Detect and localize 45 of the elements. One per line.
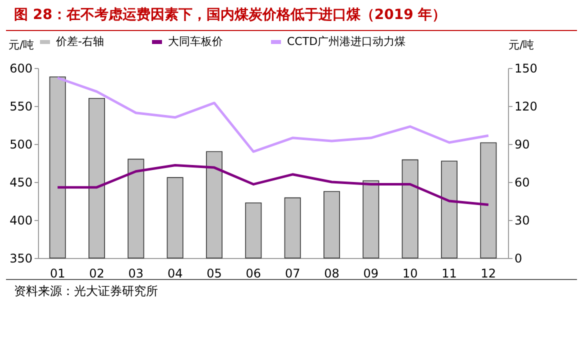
bar xyxy=(88,98,105,258)
y2-tick-label: 0 xyxy=(514,252,522,266)
x-tick-label: 12 xyxy=(480,266,496,280)
bar xyxy=(324,191,340,258)
y-tick-label: 450 xyxy=(10,176,32,190)
y2-tick-label: 120 xyxy=(514,100,538,114)
y-tick-label: 500 xyxy=(10,138,32,152)
bar xyxy=(284,197,301,258)
bar xyxy=(362,180,380,258)
x-tick-label: 02 xyxy=(89,266,104,280)
y-tick-label: 350 xyxy=(10,252,32,266)
legend-label: 价差-右轴 xyxy=(55,35,104,48)
y-axis-title: 元/吨 xyxy=(8,38,34,52)
bar xyxy=(441,160,458,258)
bar xyxy=(206,151,222,258)
text: 资料来源：光大证券研究所 xyxy=(6,279,577,303)
y2-tick-label: 60 xyxy=(514,176,530,190)
y2-tick-label: 30 xyxy=(514,214,530,228)
y-tick-label: 550 xyxy=(10,100,32,114)
bar xyxy=(480,142,497,258)
x-tick-label: 05 xyxy=(206,266,222,280)
x-tick-label: 07 xyxy=(284,266,300,280)
x-tick-label: 11 xyxy=(442,266,457,280)
x-tick-label: 03 xyxy=(128,266,144,280)
bar xyxy=(128,158,144,258)
y2-tick-label: 90 xyxy=(514,138,530,152)
y-tick-label: 600 xyxy=(10,62,32,76)
y2-tick-label: 150 xyxy=(514,62,538,76)
x-tick-label: 10 xyxy=(402,266,418,280)
x-tick-label: 08 xyxy=(324,266,340,280)
y2-axis-title: 元/吨 xyxy=(508,38,534,52)
bar xyxy=(245,202,262,258)
line-series xyxy=(56,76,490,153)
x-tick-label: 06 xyxy=(246,266,262,280)
y-tick-label: 400 xyxy=(10,214,32,228)
x-tick-label: 01 xyxy=(50,266,66,280)
bar xyxy=(49,76,66,258)
x-tick-label: 09 xyxy=(363,266,379,280)
legend-label: CCTD广州港进口动力煤 xyxy=(287,35,406,48)
legend-label: 大同车板价 xyxy=(168,35,223,48)
chart-title: 图 28：在不考虑运费因素下，国内煤炭价格低于进口煤（2019 年） xyxy=(6,0,577,31)
line-series xyxy=(56,164,490,206)
x-tick-label: 04 xyxy=(167,266,183,280)
bar xyxy=(402,159,418,258)
bar xyxy=(166,177,184,258)
